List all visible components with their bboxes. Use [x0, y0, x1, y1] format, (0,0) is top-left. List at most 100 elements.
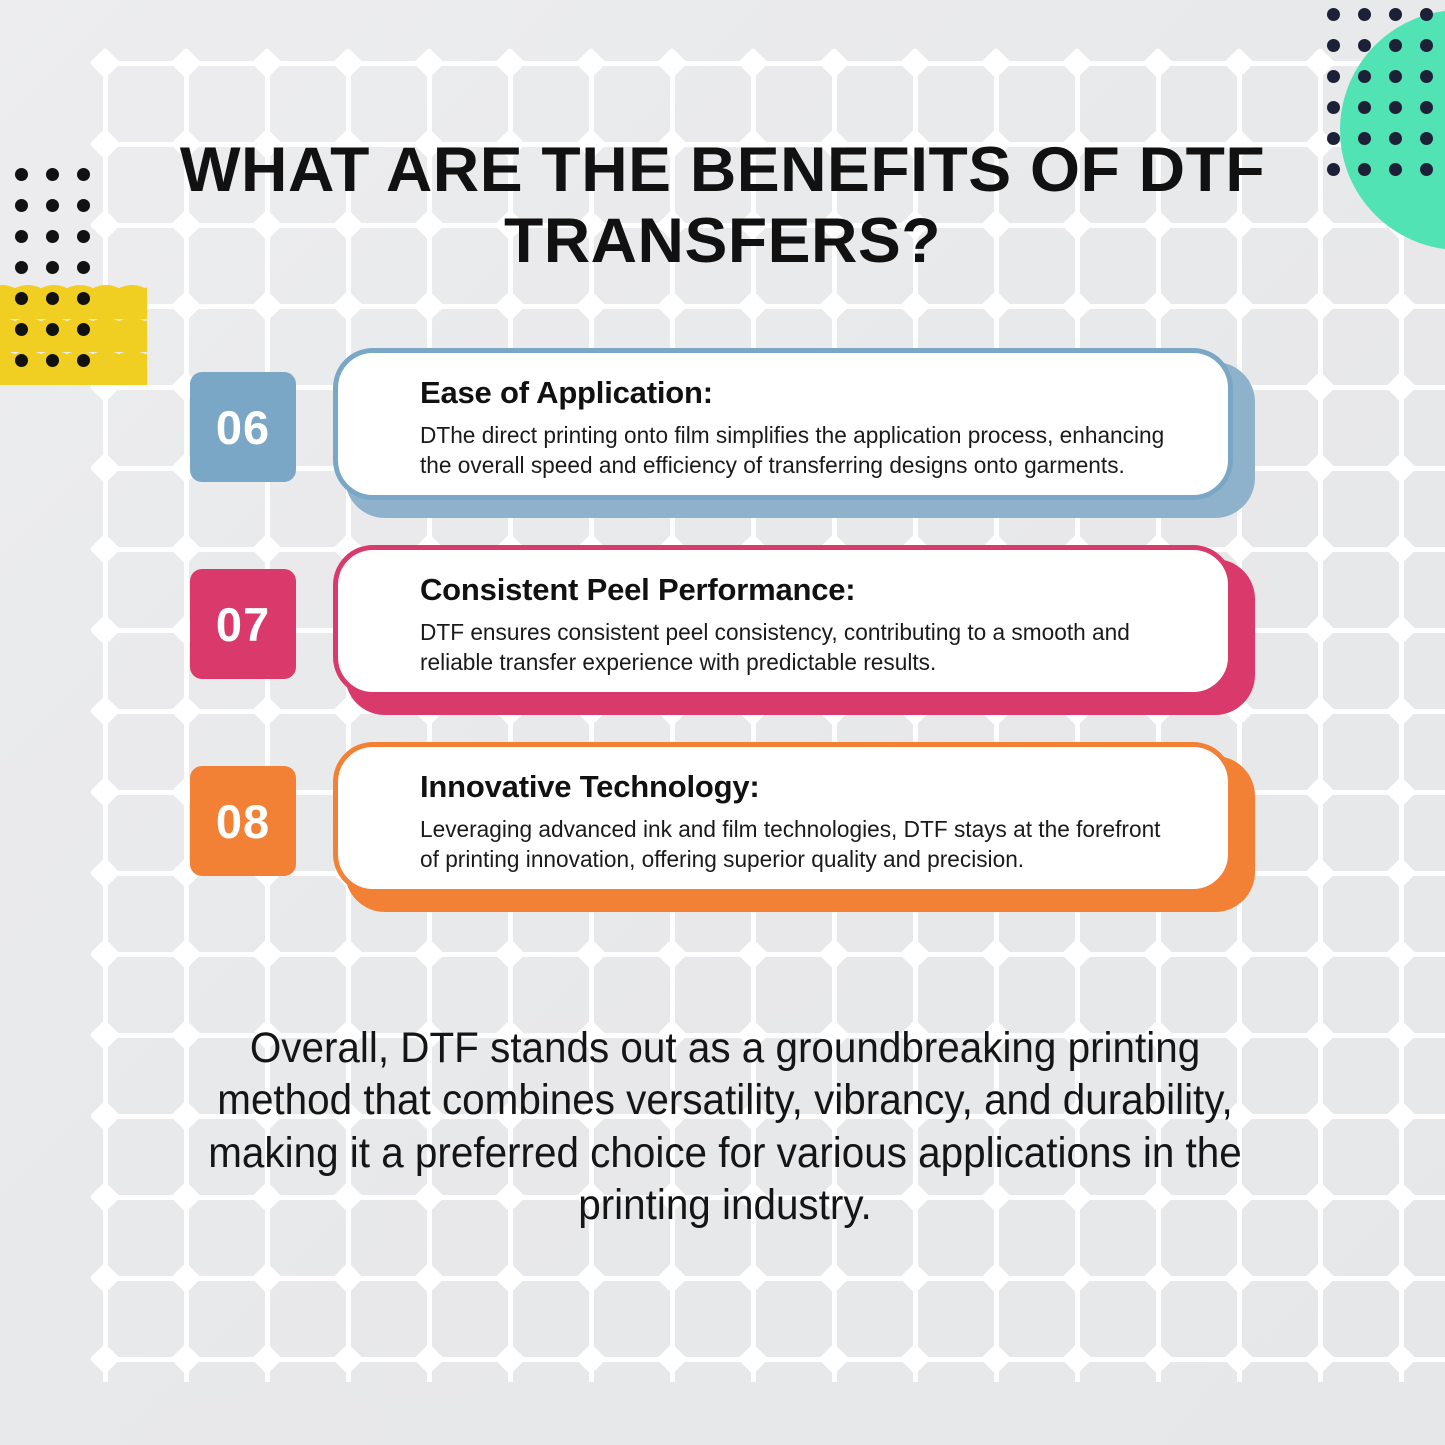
black-dot [15, 230, 28, 243]
grid-diamond [737, 938, 769, 970]
grid-diamond [1142, 1343, 1174, 1375]
grid-diamond [980, 290, 1012, 322]
grid-diamond [1061, 47, 1093, 79]
navy-dot [1327, 132, 1340, 145]
benefit-card[interactable]: Innovative Technology: Leveraging advance… [333, 742, 1233, 894]
navy-dot [1327, 39, 1340, 52]
grid-diamond [1304, 290, 1336, 322]
navy-dot [1420, 39, 1433, 52]
grid-diamond [1385, 533, 1417, 565]
grid-diamond [1061, 1343, 1093, 1375]
grid-diamond [1385, 1019, 1417, 1051]
grid-diamond [332, 47, 364, 79]
grid-diamond [575, 47, 607, 79]
grid-diamond [332, 290, 364, 322]
grid-diamond [1385, 1343, 1417, 1375]
navy-dot [1358, 8, 1371, 21]
grid-diamond [1223, 533, 1255, 565]
card-body-text: Leveraging advanced ink and film technol… [420, 816, 1161, 873]
navy-dot [1358, 163, 1371, 176]
grid-diamond [89, 1343, 121, 1375]
grid-diamond [818, 938, 850, 970]
grid-diamond [980, 1343, 1012, 1375]
footer-summary-text: Overall, DTF stands out as a groundbreak… [208, 1024, 1242, 1230]
grid-diamond [1304, 857, 1336, 889]
grid-diamond [575, 1343, 607, 1375]
benefit-card[interactable]: Consistent Peel Performance: DTF ensures … [333, 545, 1233, 697]
card-heading: Innovative Technology: [420, 769, 760, 804]
grid-diamond [1304, 1019, 1336, 1051]
grid-diamond [980, 938, 1012, 970]
grid-diamond [899, 47, 931, 79]
grid-diamond [170, 47, 202, 79]
black-dot [15, 323, 28, 336]
grid-diamond [1142, 1262, 1174, 1294]
grid-diamond [89, 857, 121, 889]
grid-diamond [1223, 290, 1255, 322]
black-dot [46, 199, 59, 212]
grid-diamond [413, 1262, 445, 1294]
grid-diamond [494, 1262, 526, 1294]
grid-diamond [170, 533, 202, 565]
grid-diamond [1223, 47, 1255, 79]
grid-diamond [413, 290, 445, 322]
navy-dot [1358, 70, 1371, 83]
grid-diamond [980, 1262, 1012, 1294]
grid-diamond [170, 1181, 202, 1213]
black-dot [46, 323, 59, 336]
grid-diamond [170, 1100, 202, 1132]
navy-dot [1327, 8, 1340, 21]
grid-diamond [1061, 1262, 1093, 1294]
grid-diamond [89, 1262, 121, 1294]
grid-diamond [89, 938, 121, 970]
navy-dot [1420, 101, 1433, 114]
grid-diamond [656, 1343, 688, 1375]
black-dot [77, 354, 90, 367]
navy-dot [1389, 8, 1402, 21]
grid-diamond [899, 1262, 931, 1294]
grid-diamond [170, 1343, 202, 1375]
navy-dot [1389, 132, 1402, 145]
grid-diamond [1385, 938, 1417, 970]
grid-diamond [170, 1262, 202, 1294]
card-body-text: DTF ensures consistent peel consistency,… [420, 619, 1130, 676]
page-title: WHAT ARE THE BENEFITS OF DTF TRANSFERS? [179, 135, 1266, 277]
card-number-badge: 06 [190, 372, 296, 482]
grid-diamond [899, 938, 931, 970]
grid-diamond [1385, 371, 1417, 403]
grid-diamond [1142, 938, 1174, 970]
grid-diamond [413, 1343, 445, 1375]
benefit-card[interactable]: Ease of Application: DThe direct printing… [333, 348, 1233, 500]
navy-dot [1358, 101, 1371, 114]
grid-diamond [89, 1019, 121, 1051]
grid-diamond [251, 695, 283, 727]
grid-diamond [170, 1019, 202, 1051]
black-dot [77, 261, 90, 274]
grid-diamond [170, 695, 202, 727]
grid-diamond [737, 1262, 769, 1294]
navy-dot [1358, 132, 1371, 145]
grid-diamond [1385, 1181, 1417, 1213]
black-dot [77, 168, 90, 181]
grid-diamond [89, 452, 121, 484]
grid-diamond [251, 1262, 283, 1294]
grid-diamond [170, 290, 202, 322]
navy-dot [1389, 163, 1402, 176]
navy-dot [1420, 132, 1433, 145]
grid-diamond [818, 1262, 850, 1294]
black-dot [46, 354, 59, 367]
grid-diamond [1304, 533, 1336, 565]
black-dot [15, 199, 28, 212]
grid-diamond [332, 1262, 364, 1294]
grid-diamond [251, 47, 283, 79]
grid-diamond [737, 1343, 769, 1375]
grid-diamond [1385, 1262, 1417, 1294]
grid-diamond [1385, 1100, 1417, 1132]
grid-diamond [494, 47, 526, 79]
black-dot [77, 323, 90, 336]
grid-diamond [1142, 47, 1174, 79]
card-number-label: 06 [215, 400, 271, 454]
black-dot [15, 261, 28, 274]
card-heading: Consistent Peel Performance: [420, 572, 856, 607]
